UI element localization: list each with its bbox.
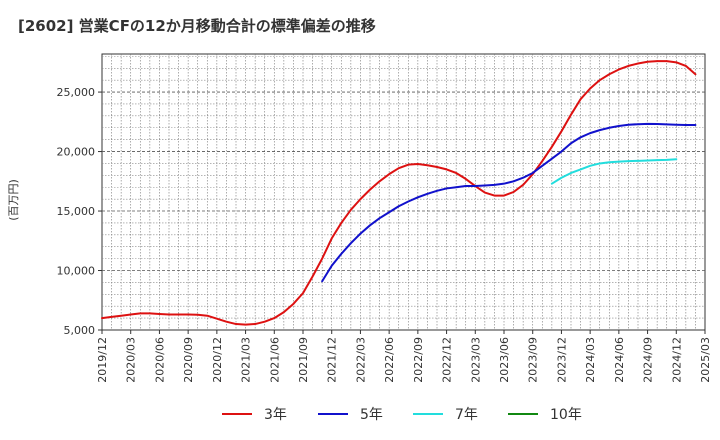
x-tick-label: 2022/06 <box>383 337 396 383</box>
x-tick-label: 2019/12 <box>96 337 109 383</box>
x-tick-label: 2021/06 <box>268 337 281 383</box>
chart-title: [2602] 営業CFの12か月移動合計の標準偏差の推移 <box>18 17 376 35</box>
x-tick-label: 2022/03 <box>354 337 367 383</box>
x-tick-label: 2024/09 <box>642 337 655 383</box>
legend-label: 10年 <box>550 407 582 423</box>
series-line-7年 <box>550 158 678 185</box>
x-tick-label: 2023/03 <box>469 337 482 383</box>
legend: 3年 5年 7年 10年 <box>222 407 582 423</box>
series-lines <box>101 60 697 326</box>
y-tick-label: 5,000 <box>64 324 96 337</box>
x-tick-label: 2023/06 <box>498 337 511 383</box>
x-tick-label: 2024/12 <box>670 337 683 383</box>
x-tick-label: 2021/09 <box>297 337 310 383</box>
x-tick-label: 2022/09 <box>412 337 425 383</box>
x-axis: 2019/12 2020/03 2020/06 2020/09 2020/12 2021/… <box>96 330 712 383</box>
y-axis: 5,000 10,000 15,000 20,000 25,000 <box>57 86 102 337</box>
grid <box>102 54 705 330</box>
y-tick-label: 10,000 <box>57 265 96 278</box>
plot-area <box>101 53 706 331</box>
x-tick-label: 2023/09 <box>527 337 540 383</box>
legend-label: 7年 <box>455 407 478 423</box>
x-tick-label: 2024/06 <box>613 337 626 383</box>
series-line-5年 <box>321 122 697 283</box>
x-tick-label: 2021/12 <box>326 337 339 383</box>
x-tick-label: 2022/12 <box>441 337 454 383</box>
series-line-3年 <box>101 60 697 326</box>
x-tick-label: 2024/03 <box>584 337 597 383</box>
y-tick-label: 20,000 <box>57 146 96 159</box>
x-tick-label: 2025/03 <box>699 337 712 383</box>
legend-label: 5年 <box>360 407 383 423</box>
x-tick-label: 2023/12 <box>555 337 568 383</box>
x-tick-label: 2021/03 <box>240 337 253 383</box>
x-tick-label: 2020/03 <box>125 337 138 383</box>
x-tick-label: 2020/06 <box>153 337 166 383</box>
legend-label: 3年 <box>264 407 287 423</box>
y-tick-label: 15,000 <box>57 205 96 218</box>
x-tick-label: 2020/09 <box>182 337 195 383</box>
y-axis-label: (百万円) <box>7 179 20 221</box>
x-tick-label: 2020/12 <box>211 337 224 383</box>
y-tick-label: 25,000 <box>57 86 96 99</box>
